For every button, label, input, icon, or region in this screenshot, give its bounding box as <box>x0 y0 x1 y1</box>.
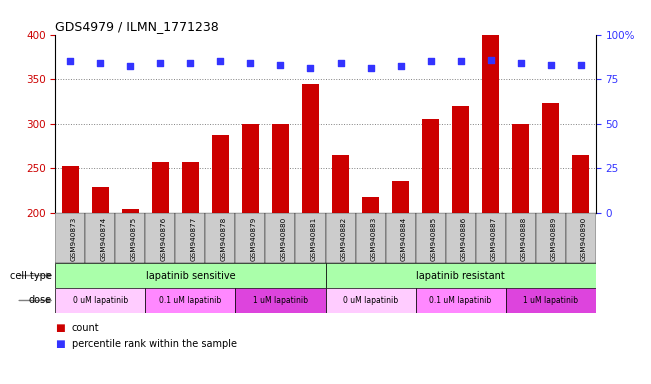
Point <box>95 60 105 66</box>
Bar <box>506 213 536 263</box>
Bar <box>415 288 506 313</box>
Text: GSM940876: GSM940876 <box>160 217 167 262</box>
Point <box>365 65 376 71</box>
Text: GSM940873: GSM940873 <box>70 217 76 262</box>
Bar <box>332 155 349 213</box>
Point <box>575 62 586 68</box>
Point <box>546 62 556 68</box>
Text: GSM940878: GSM940878 <box>221 217 227 262</box>
Point <box>186 60 196 66</box>
Bar <box>266 213 296 263</box>
Bar <box>326 288 415 313</box>
Bar <box>272 124 289 213</box>
Bar <box>145 288 236 313</box>
Text: lapatinib sensitive: lapatinib sensitive <box>146 270 235 281</box>
Text: GSM940889: GSM940889 <box>551 217 557 262</box>
Text: GSM940877: GSM940877 <box>191 217 197 262</box>
Bar <box>393 181 409 213</box>
Text: 1 uM lapatinib: 1 uM lapatinib <box>523 296 578 305</box>
Text: GDS4979 / ILMN_1771238: GDS4979 / ILMN_1771238 <box>55 20 219 33</box>
Bar <box>85 213 115 263</box>
Point <box>125 63 135 69</box>
Text: GSM940886: GSM940886 <box>461 217 467 262</box>
Point <box>245 60 256 66</box>
Bar <box>422 119 439 213</box>
Text: ■: ■ <box>55 323 65 333</box>
Bar <box>385 213 415 263</box>
Point <box>215 58 226 65</box>
Bar <box>55 288 145 313</box>
Bar <box>362 197 379 213</box>
Text: GSM940880: GSM940880 <box>281 217 286 262</box>
Point <box>155 60 165 66</box>
Bar <box>115 213 145 263</box>
Bar <box>326 213 355 263</box>
Point <box>425 58 436 65</box>
Bar <box>206 213 236 263</box>
Text: GSM940881: GSM940881 <box>311 217 316 262</box>
Point <box>65 58 76 65</box>
Bar <box>572 155 589 213</box>
Point <box>516 60 526 66</box>
Bar <box>355 213 385 263</box>
Bar <box>536 213 566 263</box>
Bar <box>92 187 109 213</box>
Text: GSM940884: GSM940884 <box>400 217 406 262</box>
Bar <box>182 162 199 213</box>
Bar <box>302 84 319 213</box>
Bar <box>296 213 326 263</box>
Point <box>335 60 346 66</box>
Text: GSM940882: GSM940882 <box>340 217 346 262</box>
Text: 0 uM lapatinib: 0 uM lapatinib <box>343 296 398 305</box>
Text: 0.1 uM lapatinib: 0.1 uM lapatinib <box>430 296 492 305</box>
Text: GSM940879: GSM940879 <box>251 217 256 262</box>
Text: dose: dose <box>29 295 52 306</box>
Bar <box>236 288 326 313</box>
Point <box>305 65 316 71</box>
Point <box>395 63 406 69</box>
Text: GSM940885: GSM940885 <box>430 217 437 262</box>
Text: 0.1 uM lapatinib: 0.1 uM lapatinib <box>159 296 221 305</box>
Bar <box>55 213 85 263</box>
Bar <box>512 124 529 213</box>
Bar <box>476 213 506 263</box>
Bar <box>506 288 596 313</box>
Bar <box>326 263 596 288</box>
Text: 1 uM lapatinib: 1 uM lapatinib <box>253 296 308 305</box>
Bar <box>242 124 258 213</box>
Text: GSM940890: GSM940890 <box>581 217 587 262</box>
Text: GSM940887: GSM940887 <box>491 217 497 262</box>
Text: lapatinib resistant: lapatinib resistant <box>416 270 505 281</box>
Text: GSM940888: GSM940888 <box>521 217 527 262</box>
Text: GSM940874: GSM940874 <box>100 217 106 262</box>
Text: percentile rank within the sample: percentile rank within the sample <box>72 339 236 349</box>
Bar <box>122 209 139 213</box>
Bar <box>175 213 206 263</box>
Bar <box>145 213 175 263</box>
Bar <box>542 103 559 213</box>
Bar <box>445 213 476 263</box>
Bar <box>236 213 266 263</box>
Bar <box>415 213 445 263</box>
Text: count: count <box>72 323 99 333</box>
Point <box>486 56 496 63</box>
Bar <box>62 166 79 213</box>
Bar <box>566 213 596 263</box>
Bar <box>212 136 229 213</box>
Text: GSM940875: GSM940875 <box>130 217 136 262</box>
Text: cell type: cell type <box>10 270 52 281</box>
Bar <box>452 106 469 213</box>
Bar <box>152 162 169 213</box>
Text: 0 uM lapatinib: 0 uM lapatinib <box>73 296 128 305</box>
Text: ■: ■ <box>55 339 65 349</box>
Bar <box>55 263 325 288</box>
Text: GSM940883: GSM940883 <box>370 217 376 262</box>
Point <box>275 62 286 68</box>
Bar <box>482 35 499 213</box>
Point <box>456 58 466 65</box>
